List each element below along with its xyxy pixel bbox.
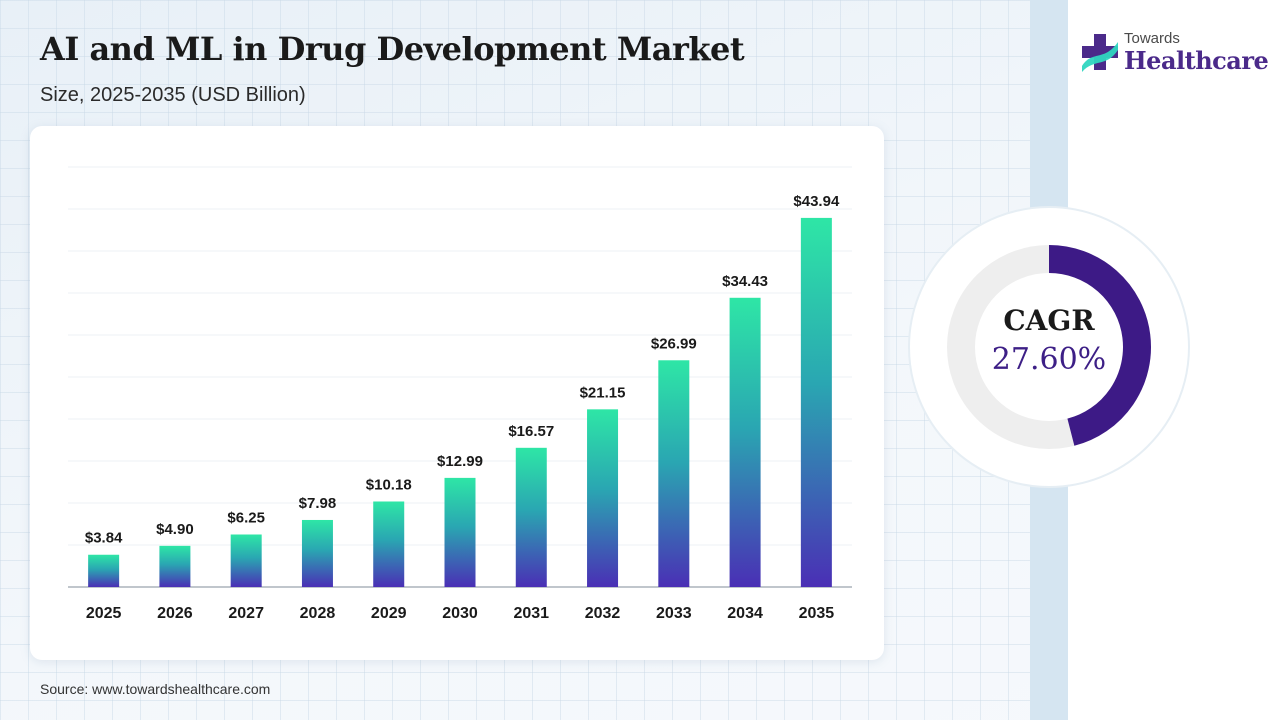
- bar-2032: [587, 409, 619, 587]
- page-title: AI and ML in Drug Development Market: [40, 30, 745, 68]
- brand-name-line2: Healthcare: [1124, 46, 1269, 75]
- x-tick-label-2034: 2034: [727, 605, 763, 622]
- cagr-donut: [908, 206, 1190, 488]
- medical-cross-logo-icon: [1082, 34, 1118, 72]
- bar-2025: [88, 554, 120, 587]
- brand-name-line1: Towards: [1124, 30, 1180, 47]
- data-label-2031: $16.57: [508, 423, 554, 440]
- x-tick-label-2028: 2028: [300, 605, 336, 622]
- data-label-2035: $43.94: [793, 193, 840, 210]
- bar-2031: [515, 447, 547, 587]
- x-tick-label-2025: 2025: [86, 605, 122, 622]
- bar-2030: [444, 477, 476, 587]
- page-subtitle: Size, 2025-2035 (USD Billion): [40, 84, 306, 106]
- cagr-value: 27.60%: [991, 342, 1107, 377]
- x-tick-label-2030: 2030: [442, 605, 478, 622]
- donut-progress-arc: [1048, 245, 1151, 446]
- cagr-label: CAGR: [1003, 304, 1095, 337]
- bar-chart: $3.84 $4.90 $6.25 $7.98 $10.18 $12.99 $16.57 $2…: [68, 166, 852, 622]
- x-tick-label-2033: 2033: [656, 605, 692, 622]
- x-tick-label-2029: 2029: [371, 605, 407, 622]
- x-tick-label-2035: 2035: [799, 605, 835, 622]
- bar-2028: [301, 519, 333, 587]
- data-label-2034: $34.43: [722, 273, 768, 290]
- data-label-2030: $12.99: [437, 453, 483, 470]
- bar-2035: [800, 217, 832, 587]
- x-tick-label-2027: 2027: [228, 605, 264, 622]
- data-label-2028: $7.98: [299, 495, 337, 512]
- bar-2026: [159, 545, 191, 587]
- bar-2034: [729, 297, 761, 587]
- source-note: Source: www.towardshealthcare.com: [40, 681, 271, 697]
- brand-logo: Towards Healthcare: [1080, 30, 1269, 80]
- x-tick-label-2031: 2031: [513, 605, 549, 622]
- data-label-2033: $26.99: [651, 335, 697, 352]
- cagr-widget: CAGR 27.60%: [906, 204, 1192, 490]
- data-label-2029: $10.18: [366, 476, 412, 493]
- data-label-2027: $6.25: [227, 510, 265, 527]
- bar-2027: [230, 534, 262, 587]
- data-label-2032: $21.15: [580, 384, 626, 401]
- x-tick-label-2026: 2026: [157, 605, 193, 622]
- data-label-2026: $4.90: [156, 521, 194, 538]
- x-tick-label-2032: 2032: [585, 605, 621, 622]
- bar-2029: [373, 501, 405, 587]
- data-label-2025: $3.84: [85, 530, 123, 547]
- bar-2033: [658, 360, 690, 587]
